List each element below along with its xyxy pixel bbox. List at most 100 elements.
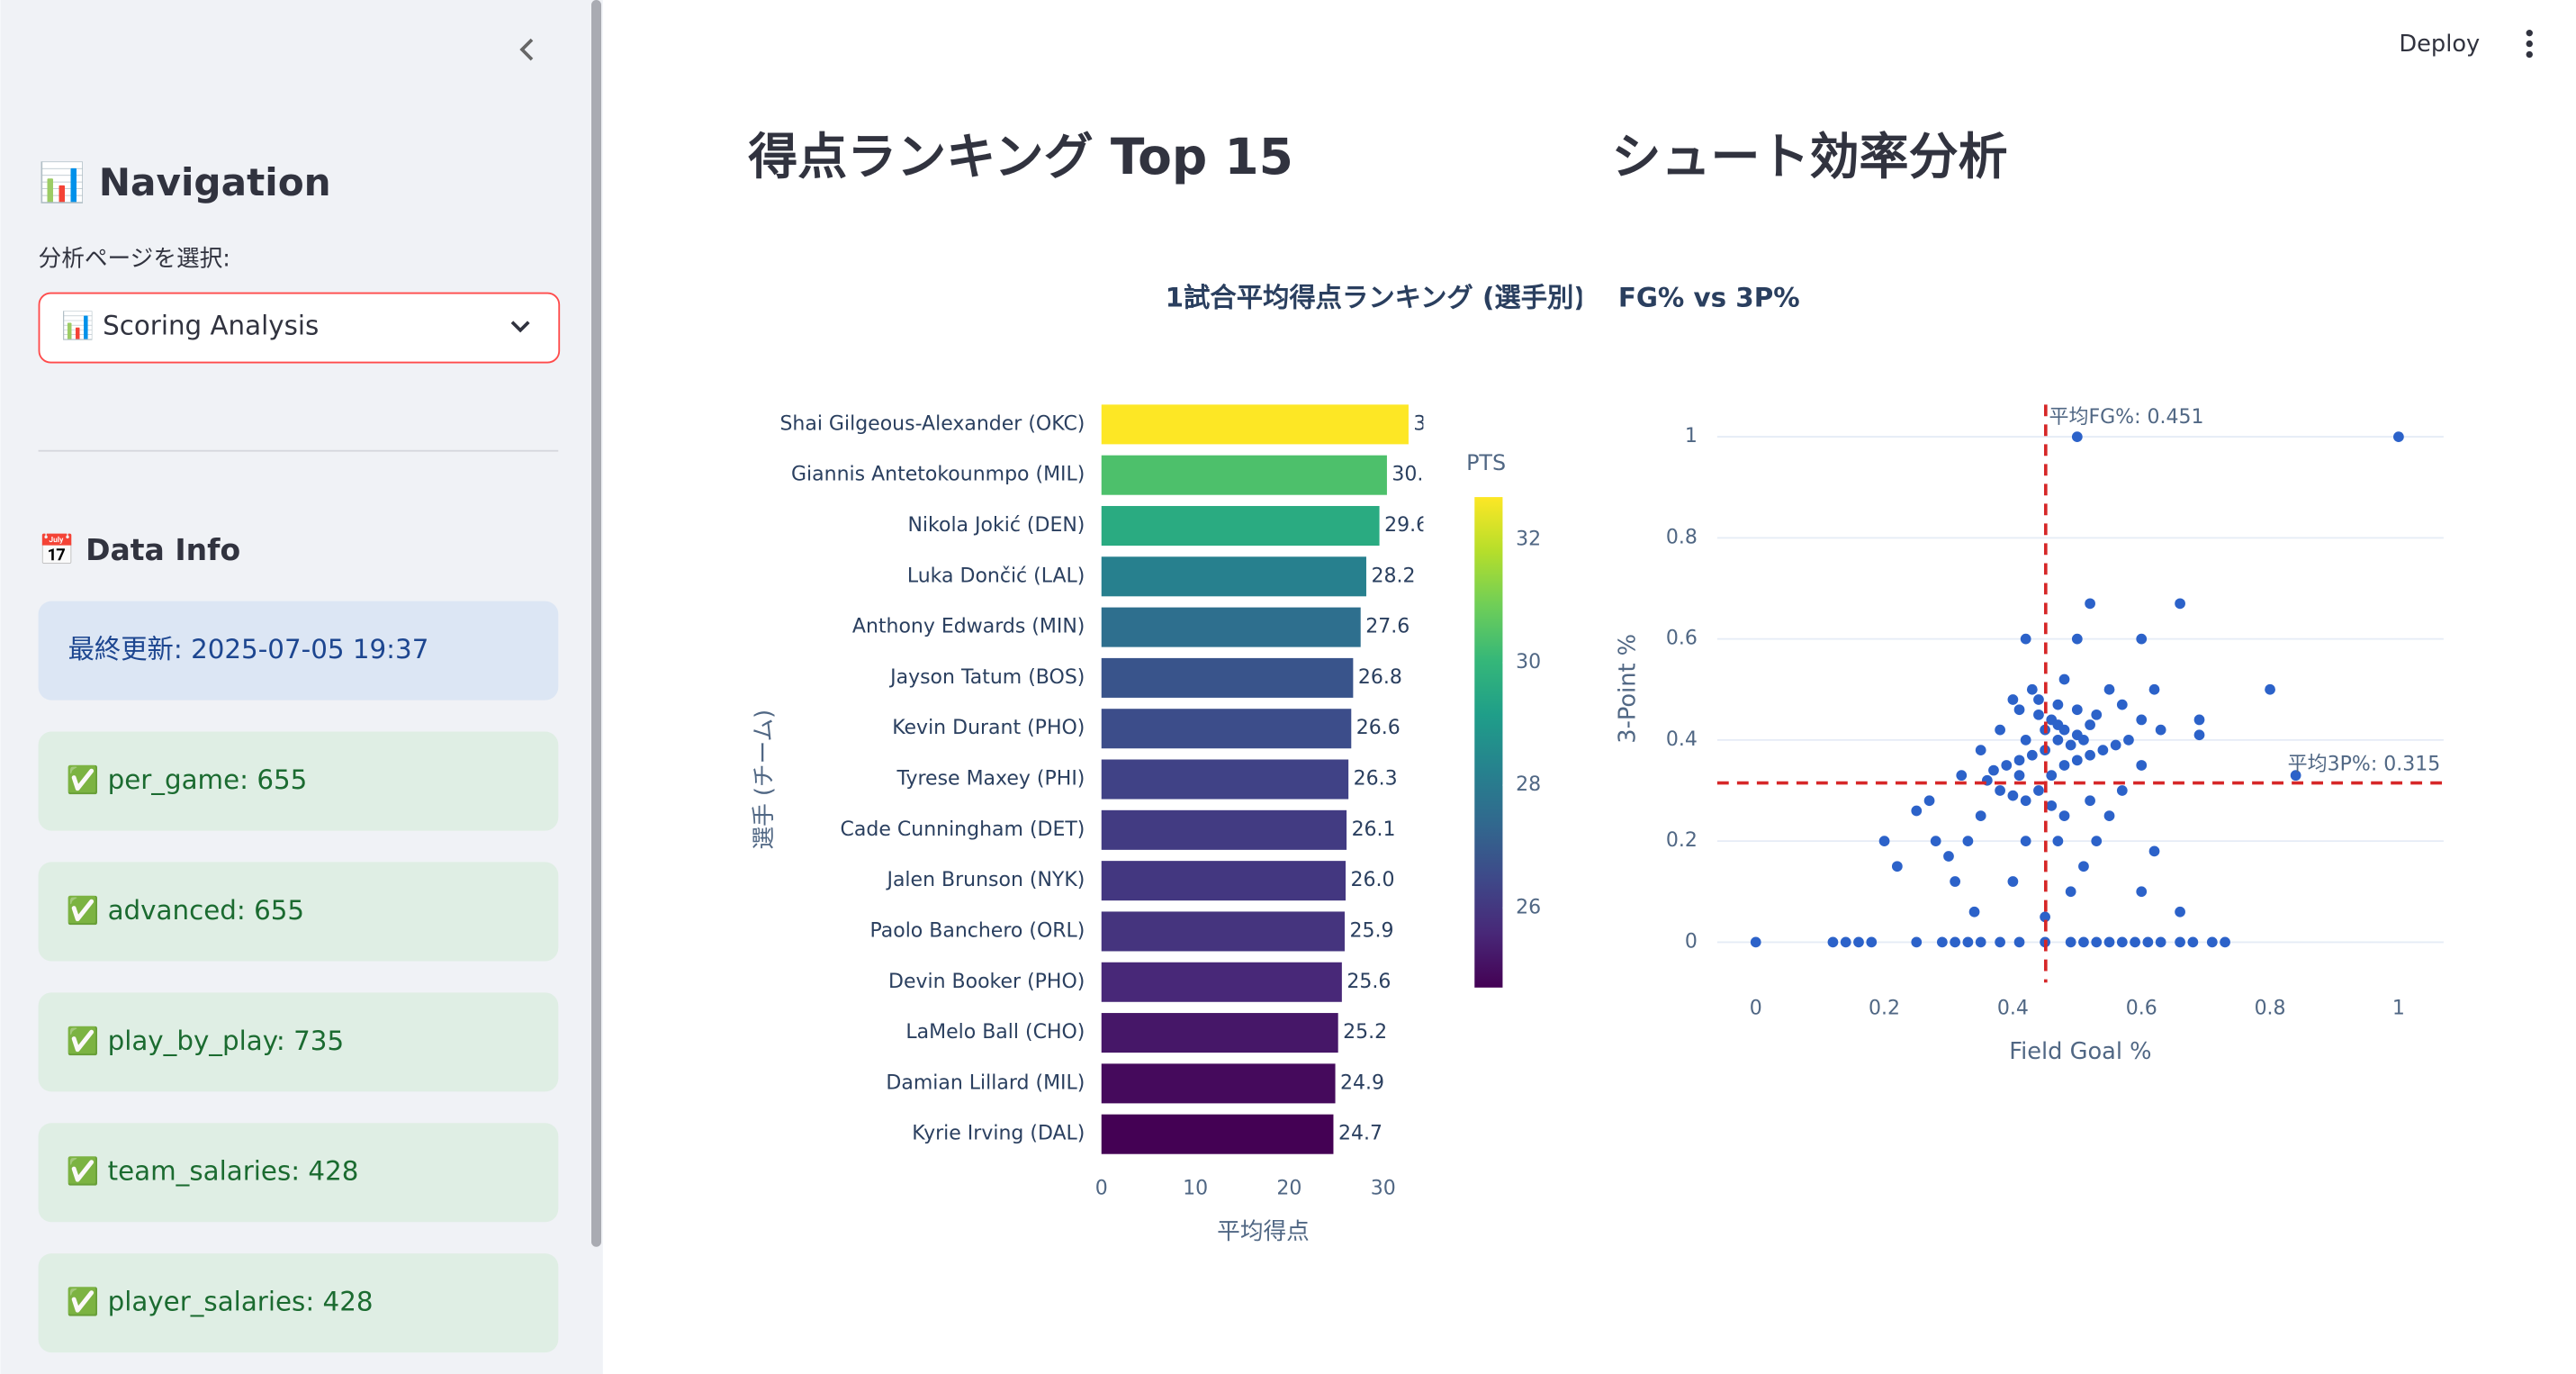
scatter-point (2290, 770, 2301, 782)
scatter-point (1750, 936, 1761, 948)
x-tick-label: 0.8 (2255, 998, 2286, 1020)
scatter-point (1950, 876, 1960, 887)
bar (1101, 556, 1366, 597)
x-axis-label: 平均得点 (1217, 1218, 1310, 1245)
reference-label: 平均FG%: 0.451 (2049, 406, 2203, 429)
scatter-point (2155, 724, 2166, 736)
y-tick-label: Kevin Durant (PHO) (892, 717, 1085, 739)
bar (1101, 709, 1352, 749)
scatter-point (2148, 845, 2160, 857)
scatter-point (1950, 936, 1960, 948)
scatter-point (1988, 764, 1999, 776)
value-label: 26.8 (1358, 666, 1402, 689)
scatter-point (2091, 836, 2103, 847)
scatter-point (2393, 431, 2404, 442)
y-tick-label: Tyrese Maxey (PHI) (896, 768, 1085, 791)
deploy-button[interactable]: Deploy (2399, 31, 2480, 58)
scatter-point (1962, 836, 1974, 847)
dataset-text: ✅ team_salaries: 428 (67, 1156, 359, 1187)
scrollbar[interactable] (590, 0, 601, 1247)
y-tick-label: 0.8 (1666, 526, 1698, 548)
scatter-point (1936, 936, 1948, 948)
scatter-point (2123, 735, 2134, 746)
select-box[interactable] (38, 292, 561, 364)
value-label: 26.0 (1351, 869, 1395, 891)
y-tick-label: 0.4 (1666, 728, 1698, 751)
scatter-point (2136, 714, 2148, 726)
value-label: 29.6 (1384, 514, 1428, 537)
scatter-point (2013, 936, 2025, 948)
scatter-point (1956, 770, 1968, 782)
scatter-point (2071, 633, 2083, 645)
scatter-point (2148, 683, 2160, 695)
bar (1101, 657, 1354, 698)
scatter-point (1995, 724, 2005, 736)
bar (1101, 759, 1349, 800)
scatter-point (2175, 598, 2185, 610)
scatter-point (1995, 785, 2005, 796)
colorbar-title: PTS (1466, 450, 1506, 475)
dataset-text: ✅ advanced: 655 (67, 895, 304, 926)
x-tick-label: 1 (2392, 998, 2405, 1020)
scatter-point (2116, 699, 2128, 710)
value-label: 26.3 (1354, 768, 1398, 791)
collapse-icon[interactable] (519, 38, 534, 61)
scatter-point (2058, 760, 2070, 771)
scatter-point (2091, 936, 2103, 948)
x-tick-label: 0.6 (2126, 998, 2157, 1020)
y-tick-label: Paolo Banchero (ORL) (869, 919, 1085, 942)
value-label: 25.9 (1349, 919, 1393, 942)
scatter-point (2155, 936, 2166, 948)
x-tick-label: 0 (1750, 998, 1762, 1020)
y-tick-label: Cade Cunningham (DET) (841, 818, 1085, 841)
value-label: 28.2 (1371, 565, 1415, 587)
scatter-point (2020, 735, 2031, 746)
y-tick-label: Nikola Jokić (DEN) (907, 514, 1085, 537)
scatter-point (2013, 755, 2025, 766)
scatter-point (2110, 739, 2121, 751)
scatter-point (2130, 936, 2140, 948)
scatter-point (2078, 936, 2089, 948)
scatter-point (2193, 714, 2205, 726)
scatter-point (2007, 790, 2019, 801)
y-tick-label: LaMelo Ball (CHO) (905, 1021, 1085, 1044)
menu-icon[interactable] (2526, 30, 2533, 59)
bar (1101, 505, 1380, 546)
scatter-point (2058, 724, 2070, 736)
scatter-point (2071, 431, 2083, 442)
scatter-point (2033, 694, 2044, 705)
y-tick-label: Jayson Tatum (BOS) (888, 666, 1085, 689)
scatter-point (2103, 936, 2115, 948)
chart-title: FG% vs 3P% (1618, 282, 1800, 312)
value-label: 24.9 (1340, 1071, 1384, 1094)
x-tick-label: 0.4 (1997, 998, 2029, 1020)
select-value: 📊 Scoring Analysis (61, 311, 319, 341)
bar (1101, 1063, 1336, 1104)
scatter-point (2085, 749, 2095, 761)
scatter-point (2020, 633, 2031, 645)
scatter-point (2058, 673, 2070, 685)
section-title: 得点ランキング Top 15 (748, 128, 1293, 185)
x-tick-label: 20 (1276, 1178, 1302, 1200)
y-tick-label: Luka Dončić (LAL) (907, 565, 1085, 587)
dataset-text: ✅ per_game: 655 (67, 764, 308, 795)
scatter-point (2091, 709, 2103, 720)
scatter-point (2071, 704, 2083, 716)
scatter-point (2071, 755, 2083, 766)
scatter-point (1943, 851, 1954, 862)
scatter-point (2136, 886, 2148, 898)
select-arrow[interactable] (510, 321, 530, 333)
x-tick-label: 30 (1371, 1178, 1396, 1200)
colorbar (1474, 497, 1503, 988)
reference-label: 平均3P%: 0.315 (2288, 753, 2441, 775)
scatter-point (1962, 936, 1974, 948)
y-axis-label: 選手 (チーム) (751, 710, 778, 850)
scatter-point (2065, 886, 2076, 898)
scatter-point (2103, 683, 2115, 695)
colorbar-tick-label: 32 (1516, 529, 1541, 551)
scatter-point (2175, 906, 2185, 918)
scatter-point (2033, 709, 2044, 720)
scatter-point (1891, 861, 1903, 872)
x-tick-label: 0 (1095, 1178, 1108, 1200)
value-label: 25.6 (1347, 971, 1391, 993)
